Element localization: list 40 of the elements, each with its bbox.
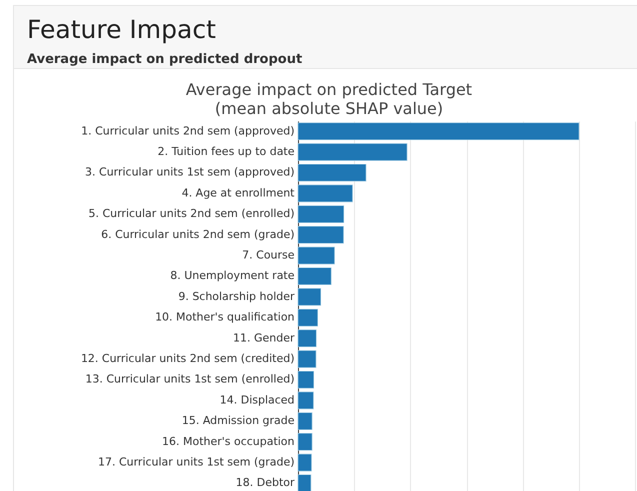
bar bbox=[298, 288, 322, 306]
y-tick-label: 9. Scholarship holder bbox=[178, 290, 295, 303]
chart-title: Feature Impact bbox=[27, 15, 216, 44]
bar bbox=[298, 370, 314, 389]
bar bbox=[298, 454, 312, 472]
bar bbox=[298, 267, 332, 286]
bar bbox=[298, 433, 312, 451]
bar bbox=[298, 143, 408, 161]
bar bbox=[298, 392, 314, 410]
bar bbox=[298, 122, 580, 140]
y-tick-label: 1. Curricular units 2nd sem (approved) bbox=[81, 124, 294, 138]
bar bbox=[298, 330, 317, 348]
y-tick-label: 10. Mother's qualification bbox=[155, 310, 295, 324]
y-tick-label: 14. Displaced bbox=[220, 393, 294, 406]
text: Average impact on predicted dropout bbox=[27, 52, 302, 67]
bar bbox=[298, 308, 318, 326]
bar bbox=[298, 226, 344, 244]
y-tick-label: 16. Mother's occupation bbox=[162, 434, 295, 448]
y-tick-label: 15. Admission grade bbox=[182, 414, 295, 428]
y-tick-label: 11. Gender bbox=[233, 331, 295, 344]
y-tick-label: 4. Age at enrollment bbox=[182, 186, 296, 200]
bar bbox=[298, 205, 344, 223]
bar bbox=[298, 164, 366, 182]
bar bbox=[298, 350, 316, 368]
y-tick-label: 12. Curricular units 2nd sem (credited) bbox=[80, 352, 294, 366]
y-tick-label: 5. Curricular units 2nd sem (enrolled) bbox=[88, 207, 294, 220]
y-tick-label: 3. Curricular units 1st sem (approved) bbox=[85, 166, 294, 179]
bar bbox=[298, 412, 312, 430]
y-tick-label: 17. Curricular units 1st sem (grade) bbox=[98, 456, 294, 469]
y-tick-label: 2. Tuition fees up to date bbox=[158, 145, 295, 158]
y-tick-label: 13. Curricular units 1st sem (enrolled) bbox=[85, 372, 294, 386]
text: (mean absolute SHAP value) bbox=[214, 99, 444, 118]
y-tick-label: 6. Curricular units 2nd sem (grade) bbox=[101, 228, 294, 241]
bar bbox=[298, 246, 335, 264]
y-tick-label: 8. Unemployment rate bbox=[170, 269, 295, 282]
y-tick-label: 7. Course bbox=[242, 248, 295, 262]
y-tick-label: 18. Debtor bbox=[236, 476, 295, 490]
bar bbox=[298, 184, 353, 202]
text: Average impact on predicted Target bbox=[186, 80, 472, 99]
bar bbox=[298, 474, 312, 491]
